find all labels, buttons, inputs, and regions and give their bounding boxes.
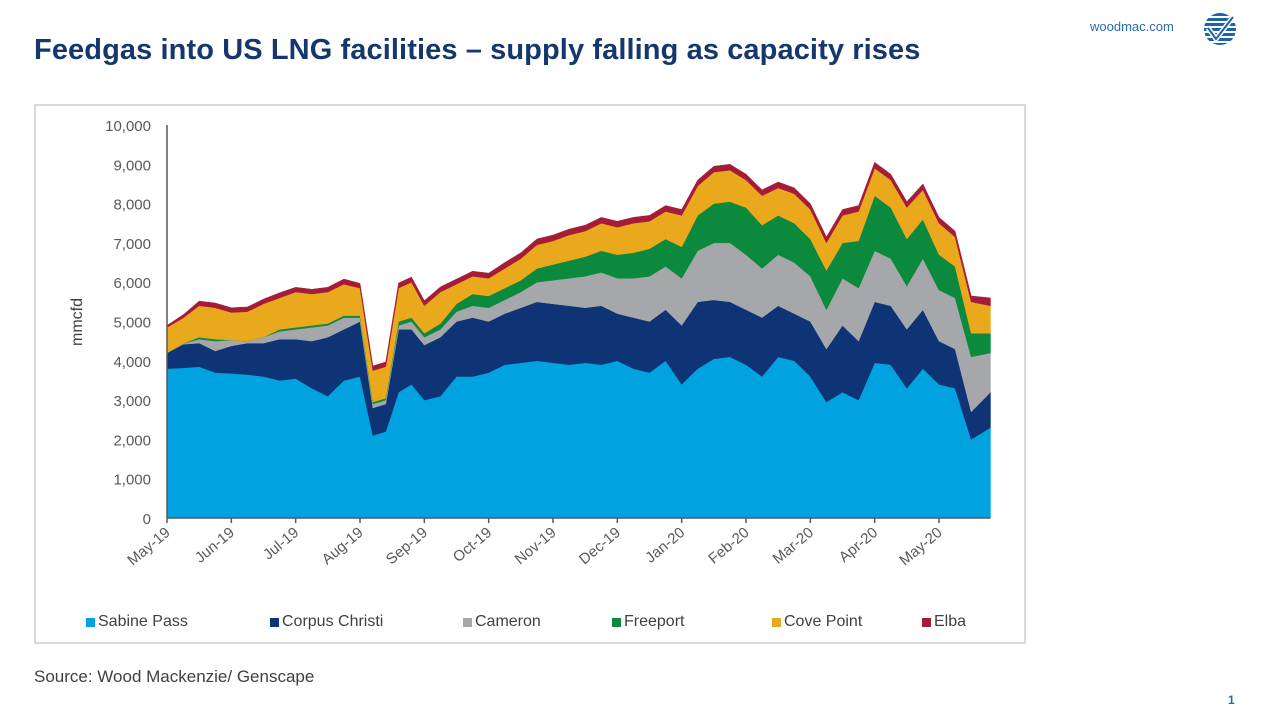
x-tick-label: Apr-20 bbox=[836, 524, 881, 566]
x-tick-label: Mar-20 bbox=[770, 524, 817, 568]
x-tick-label: May-19 bbox=[124, 524, 173, 569]
x-tick-label: Jan-20 bbox=[642, 524, 688, 567]
y-tick-label: 4,000 bbox=[113, 354, 151, 371]
legend-label: Sabine Pass bbox=[98, 613, 188, 630]
legend-item-sabine-pass: Sabine Pass bbox=[86, 613, 188, 631]
y-tick-label: 5,000 bbox=[113, 315, 151, 332]
x-tick-label: Dec-19 bbox=[576, 524, 624, 568]
legend-item-freeport: Freeport bbox=[612, 613, 684, 631]
y-tick-label: 0 bbox=[143, 511, 151, 528]
y-tick-label: 10,000 bbox=[105, 118, 151, 135]
legend-item-cove-point: Cove Point bbox=[772, 613, 862, 631]
x-tick-label: Sep-19 bbox=[383, 524, 431, 568]
y-tick-label: 9,000 bbox=[113, 157, 151, 174]
woodmac-logo-icon bbox=[1204, 13, 1236, 45]
legend-swatch bbox=[922, 617, 931, 627]
legend-label: Corpus Christi bbox=[282, 613, 384, 630]
slide-title: Feedgas into US LNG facilities – supply … bbox=[34, 34, 921, 66]
legend-label: Elba bbox=[934, 613, 967, 630]
x-tick-label: Jul-19 bbox=[260, 524, 302, 563]
y-tick-label: 8,000 bbox=[113, 197, 151, 214]
legend-swatch bbox=[270, 617, 279, 627]
legend-swatch bbox=[612, 617, 621, 627]
x-tick-label: Nov-19 bbox=[512, 524, 560, 568]
legend-item-cameron: Cameron bbox=[463, 613, 541, 631]
legend-swatch bbox=[463, 617, 472, 627]
y-tick-label: 6,000 bbox=[113, 275, 151, 292]
y-tick-label: 7,000 bbox=[113, 236, 151, 253]
y-tick-label: 1,000 bbox=[113, 472, 151, 489]
chart-frame bbox=[34, 104, 1026, 644]
y-tick-label: 2,000 bbox=[113, 432, 151, 449]
site-link[interactable]: woodmac.com bbox=[1090, 19, 1174, 34]
legend-item-corpus-christi: Corpus Christi bbox=[270, 613, 383, 631]
area-elba bbox=[166, 161, 991, 371]
legend-label: Freeport bbox=[624, 613, 685, 630]
x-tick-label: Oct-19 bbox=[450, 524, 495, 566]
x-tick-label: Jun-19 bbox=[192, 524, 238, 567]
legend-swatch bbox=[86, 617, 95, 627]
x-tick-label: May-20 bbox=[896, 524, 945, 569]
legend-label: Cove Point bbox=[784, 613, 863, 630]
x-tick-label: Aug-19 bbox=[319, 524, 367, 568]
legend-swatch bbox=[772, 617, 781, 627]
source-note: Source: Wood Mackenzie/ Genscape bbox=[34, 667, 315, 686]
page-number: 1 bbox=[1228, 693, 1235, 707]
legend-label: Cameron bbox=[475, 613, 541, 630]
y-axis-label: mmcfd bbox=[69, 298, 86, 346]
legend-item-elba: Elba bbox=[922, 613, 966, 631]
x-tick-label: Feb-20 bbox=[705, 524, 752, 568]
y-tick-label: 3,000 bbox=[113, 393, 151, 410]
